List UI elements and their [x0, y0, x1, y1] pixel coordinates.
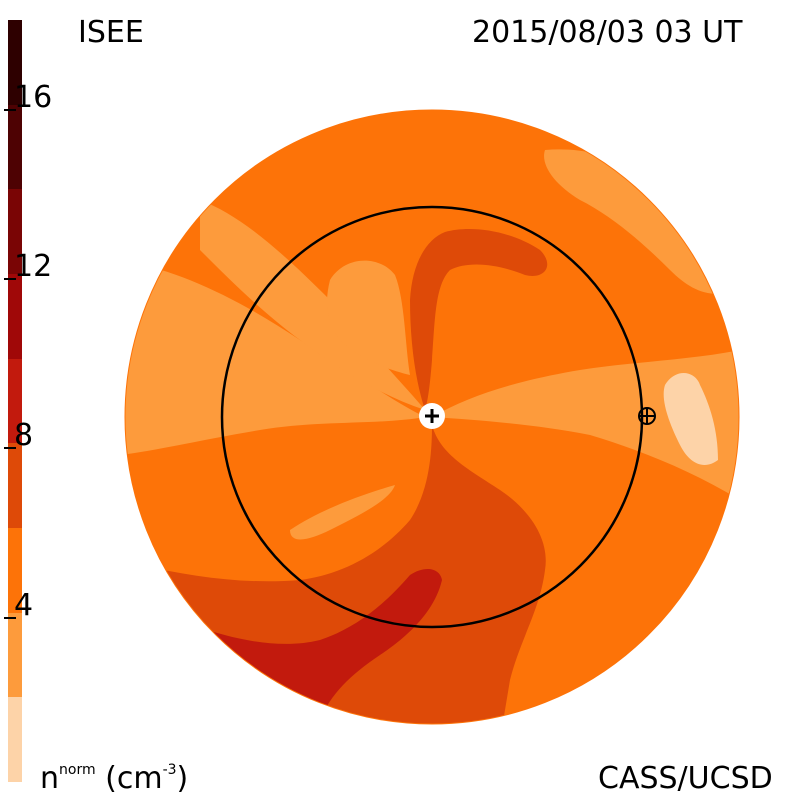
- colorbar-segment: [8, 612, 22, 698]
- density-region-light-east: [432, 350, 739, 500]
- colorbar-tick-label: 16: [14, 79, 53, 115]
- earth-marker: [638, 407, 656, 425]
- colorbar-segment: [8, 104, 22, 190]
- header-left-title: ISEE: [78, 15, 144, 50]
- colorbar-tick: [4, 447, 16, 450]
- units-close: ): [176, 761, 189, 796]
- colorbar-segment: [8, 20, 22, 105]
- colorbar-tick: [4, 616, 16, 619]
- colorbar-segment: [8, 358, 22, 444]
- density-region-lightest: [663, 372, 718, 465]
- colorbar-segment: [8, 273, 22, 359]
- density-region-light-northeast: [544, 149, 739, 294]
- density-region-light-west: [125, 260, 425, 455]
- units-sup: norm: [59, 762, 96, 778]
- sun-marker: [419, 403, 445, 429]
- colorbar-tick-label: 4: [14, 587, 34, 623]
- units-main: n: [40, 761, 60, 796]
- colorbar-segment: [8, 189, 22, 274]
- colorbar-tick: [4, 108, 16, 111]
- colorbar-tick-label: 8: [14, 418, 34, 454]
- colorbar-segment: [8, 527, 22, 613]
- units-paren: (cm: [105, 761, 163, 796]
- colorbar-tick-label: 12: [14, 249, 53, 284]
- units-exp: -3: [162, 762, 177, 778]
- colorbar: [8, 20, 22, 782]
- density-region-light-southwest-streak: [290, 485, 395, 540]
- colorbar-segment: [8, 697, 22, 782]
- colorbar-tick: [4, 278, 16, 280]
- colorbar-segment: [8, 443, 22, 528]
- density-region-light-north-lobe: [327, 260, 410, 375]
- header-right-title: 2015/08/03 03 UT: [472, 15, 743, 50]
- density-region-dark-north-arm: [410, 229, 548, 410]
- credit-label: CASS/UCSD: [598, 761, 773, 796]
- colorbar-units-label: nnorm (cm-3): [40, 761, 189, 796]
